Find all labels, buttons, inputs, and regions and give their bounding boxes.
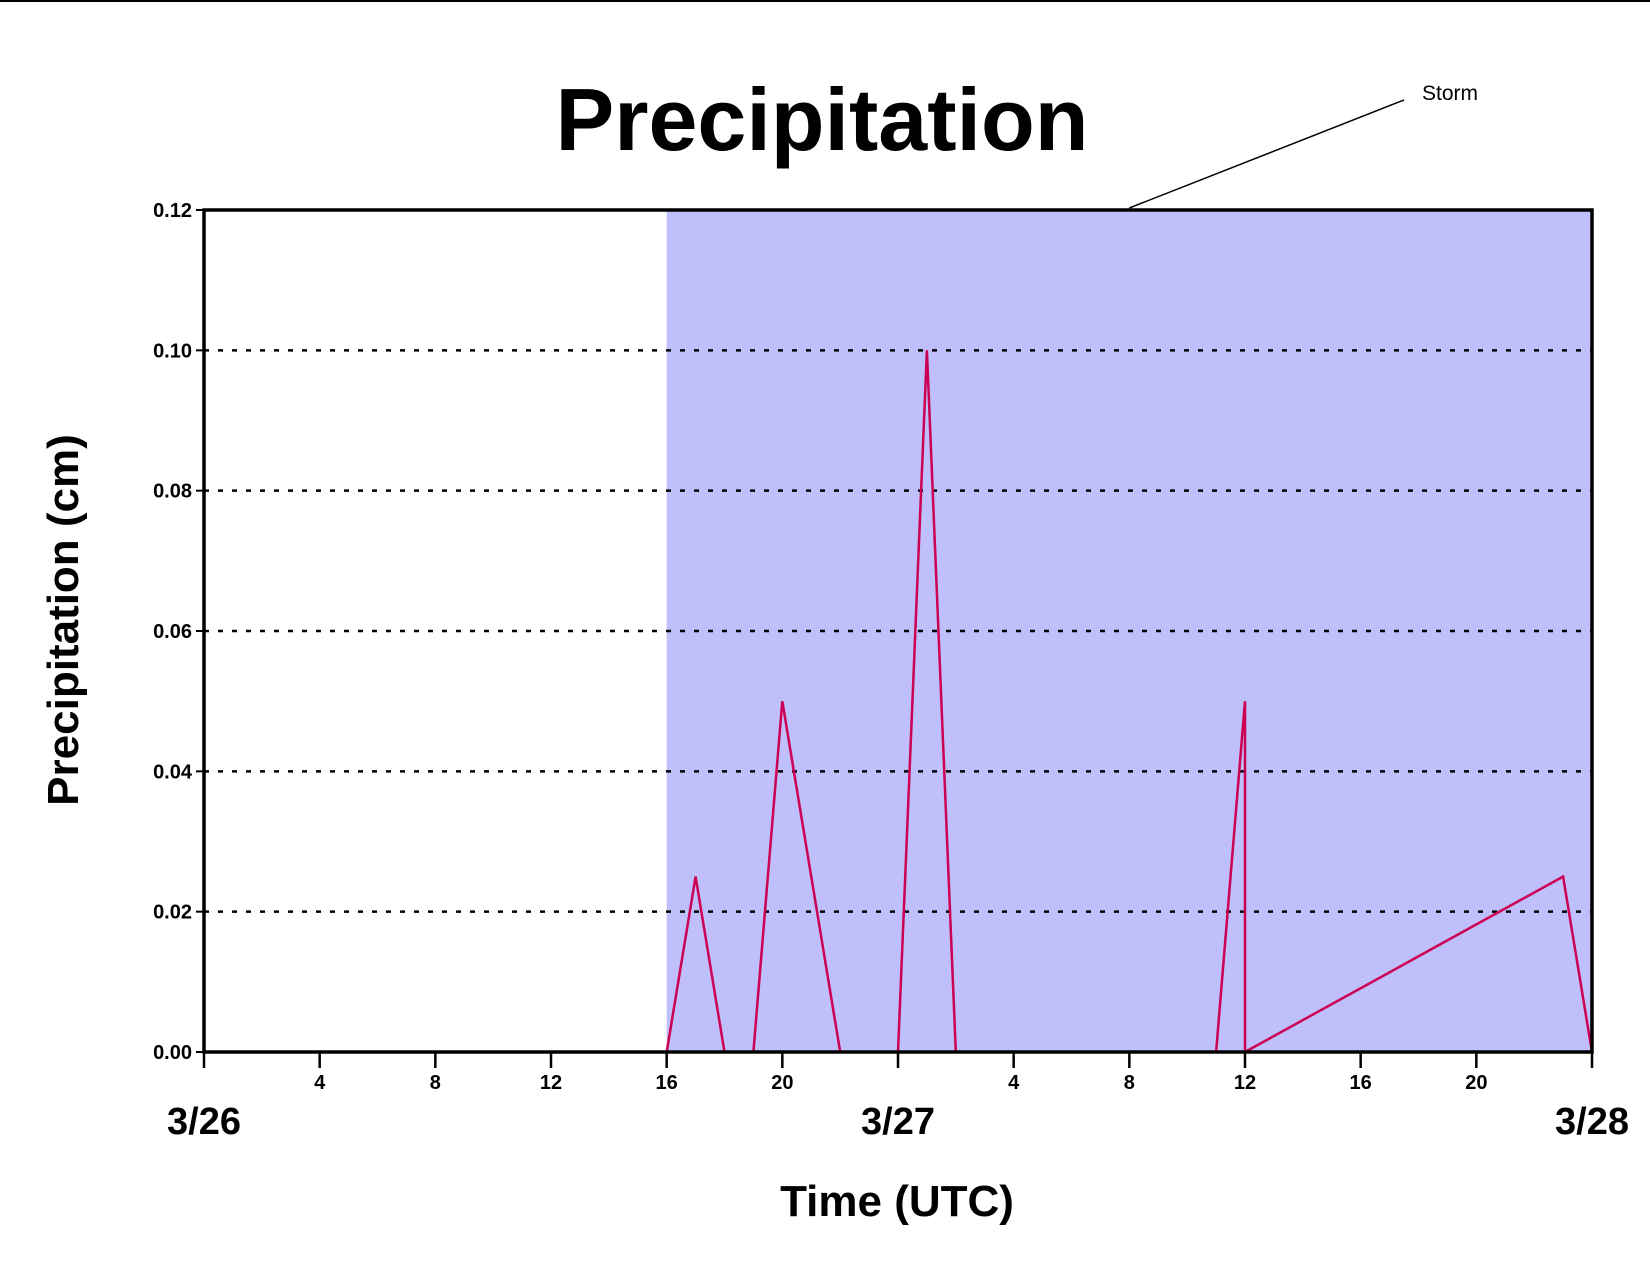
top-border-rule: [0, 0, 1650, 2]
x-tick-label: 16: [656, 1072, 678, 1094]
x-tick-label: 12: [540, 1072, 562, 1094]
date-label: 3/27: [861, 1101, 935, 1143]
x-tick-label: 4: [314, 1072, 326, 1094]
y-tick-label: 0.10: [153, 340, 192, 362]
y-tick-label: 0.08: [153, 481, 192, 503]
x-axis-label: Time (UTC): [780, 1177, 1014, 1226]
date-label: 3/26: [167, 1101, 241, 1143]
y-tick-label: 0.00: [153, 1042, 192, 1064]
x-tick-label: 12: [1234, 1072, 1256, 1094]
storm-annotation-label: Storm: [1422, 82, 1478, 105]
y-tick-label: 0.12: [153, 200, 192, 222]
y-axis-label: Precipitation (cm): [39, 434, 88, 806]
y-axis-ticks: 0.00 0.02 0.04 0.06 0.08 0.10 0.12: [153, 200, 204, 1064]
chart-title: Precipitation: [556, 70, 1089, 169]
x-tick-label: 20: [771, 1072, 793, 1094]
date-label: 3/28: [1555, 1101, 1629, 1143]
y-tick-label: 0.02: [153, 902, 192, 924]
y-tick-label: 0.06: [153, 621, 192, 643]
x-tick-label: 16: [1350, 1072, 1372, 1094]
y-tick-label: 0.04: [153, 761, 193, 783]
x-tick-label: 20: [1465, 1072, 1487, 1094]
x-tick-label: 8: [430, 1072, 441, 1094]
x-axis-ticks: 4 8 12 16 20 4 8 12 16 20 3/26 3/27 3/28: [167, 1052, 1629, 1143]
storm-leader-line: [1129, 99, 1405, 209]
annotations: Storm: [1129, 82, 1478, 209]
x-tick-label: 4: [1008, 1072, 1020, 1094]
x-tick-label: 8: [1124, 1072, 1135, 1094]
